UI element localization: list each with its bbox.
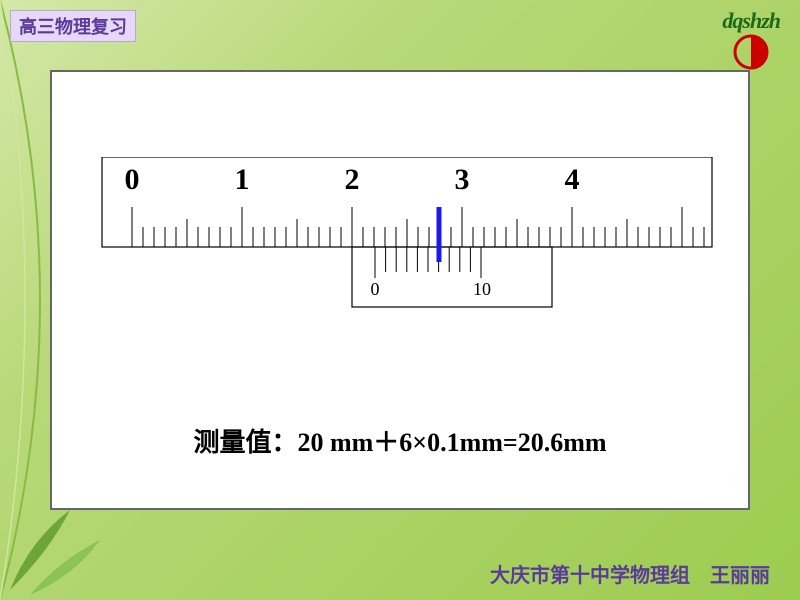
- svg-text:1: 1: [235, 163, 250, 196]
- logo-text: dqshzh: [722, 8, 780, 34]
- svg-text:10: 10: [473, 279, 491, 299]
- logo-icon: [733, 34, 769, 70]
- svg-text:0: 0: [125, 163, 140, 196]
- leaf-decoration: [0, 480, 120, 600]
- footer-text: 大庆市第十中学物理组 王丽丽: [490, 565, 770, 587]
- school-logo: dqshzh: [722, 8, 780, 70]
- header-text: 高三物理复习: [19, 17, 127, 37]
- measurement-result: 测量值：20 mm＋6×0.1mm=20.6mm: [52, 422, 748, 459]
- svg-text:3: 3: [455, 163, 470, 196]
- footer-credit: 大庆市第十中学物理组 王丽丽: [490, 559, 770, 588]
- svg-text:4: 4: [565, 163, 580, 196]
- content-panel: 0 1 2 3 4 0 10 测量值：20 mm＋6×0.1mm=20.6mm: [50, 70, 750, 510]
- measurement-label: 测量值：: [193, 428, 297, 457]
- measurement-value: 20 mm＋6×0.1mm=20.6mm: [297, 428, 606, 457]
- svg-text:0: 0: [371, 279, 380, 299]
- header-title: 高三物理复习: [10, 10, 136, 42]
- vernier-caliper-diagram: 0 1 2 3 4 0 10: [82, 157, 732, 327]
- svg-text:2: 2: [345, 163, 360, 196]
